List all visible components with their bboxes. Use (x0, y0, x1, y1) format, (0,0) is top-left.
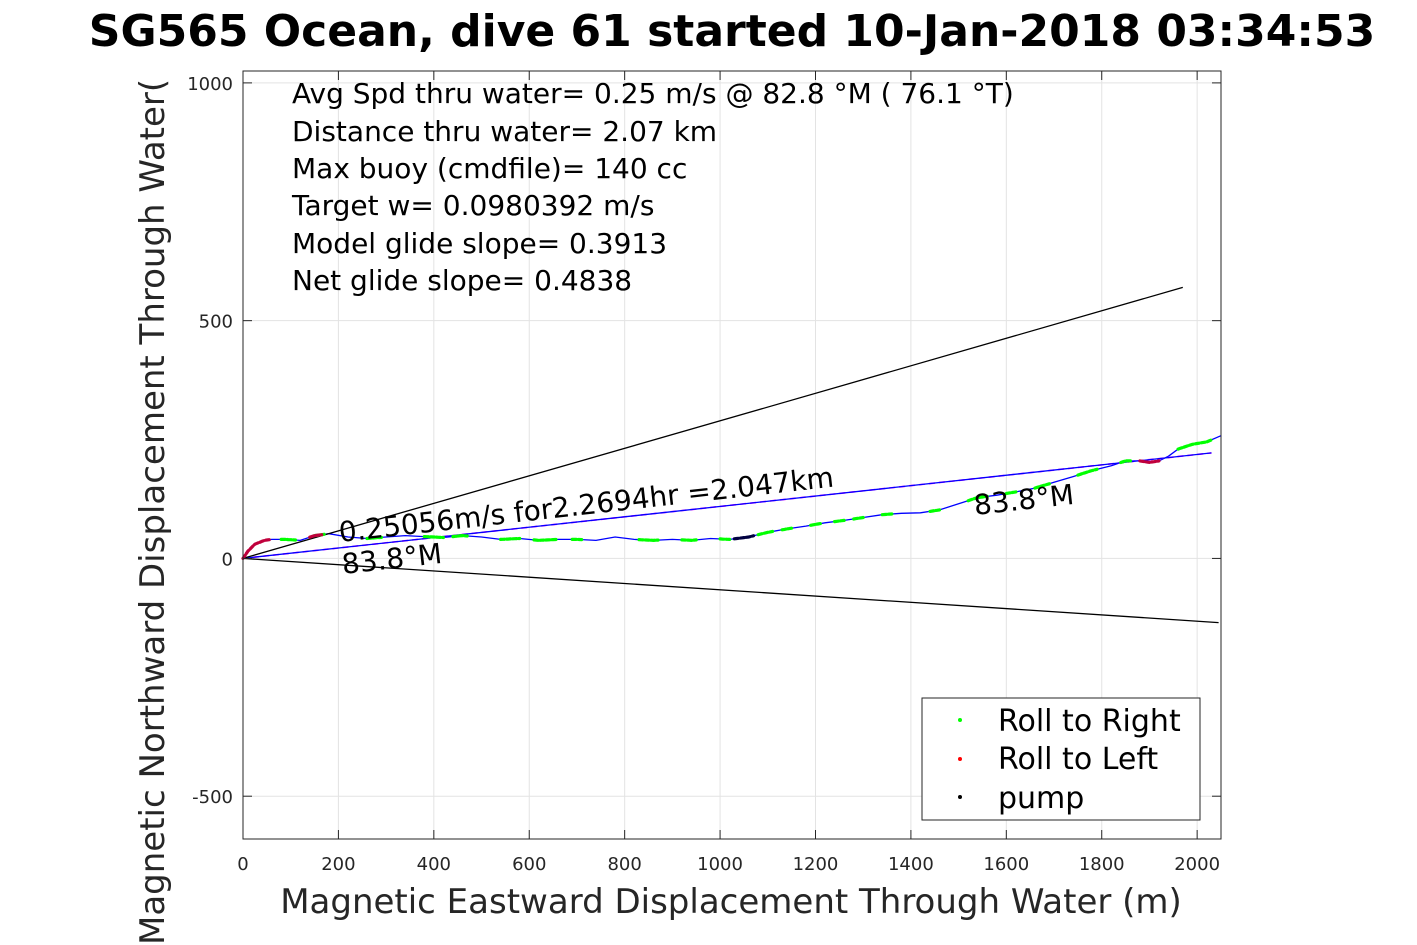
roll-right-marker (680, 538, 698, 543)
roll-right-marker (451, 533, 469, 539)
y-tick-label: 500 (199, 312, 233, 333)
series-line-3 (242, 286, 1183, 560)
roll-right-marker (966, 494, 989, 503)
roll-right-marker (532, 537, 560, 543)
x-tick-label: 1200 (793, 854, 839, 875)
annotation-distance: Distance thru water= 2.07 km (292, 115, 717, 148)
roll-right-marker (637, 538, 660, 543)
roll-right-marker (1176, 438, 1214, 451)
series-line-4 (242, 557, 1219, 624)
roll-right-marker (780, 526, 794, 532)
roll-left-marker (241, 538, 271, 560)
y-tick-label: -500 (192, 787, 233, 808)
ticks (242, 71, 1221, 839)
annotation-max-buoy: Max buoy (cmdfile)= 140 cc (292, 152, 687, 185)
roll-right-marker (809, 522, 822, 527)
annotation-model-glide-slope: Model glide slope= 0.3913 (292, 227, 667, 260)
roll-right-marker (718, 537, 732, 541)
chart-title: SG565 Ocean, dive 61 started 10-Jan-2018… (89, 6, 1375, 57)
roll-right-marker (880, 512, 894, 517)
roll-right-marker (833, 518, 846, 524)
legend-label-roll-left: Roll to Left (998, 742, 1158, 777)
x-tick-label: 1800 (1079, 854, 1125, 875)
y-axis-label: Magnetic Northward Displacement Through … (133, 79, 173, 945)
y-tick-label: 1000 (187, 74, 233, 95)
marker-layer (241, 438, 1214, 560)
x-tick-label: 1400 (888, 854, 934, 875)
legend-box (921, 697, 1201, 821)
x-tick-label: 2000 (1174, 854, 1220, 875)
annotation-avg-speed: Avg Spd thru water= 0.25 m/s @ 82.8 °M (… (292, 77, 1014, 110)
roll-right-marker (365, 535, 383, 541)
legend-label-roll-right: Roll to Right (998, 704, 1181, 739)
roll-right-marker (499, 536, 522, 541)
x-tick-label: 0 (237, 854, 248, 875)
roll-right-marker (279, 537, 298, 542)
roll-left-marker (1138, 459, 1161, 465)
x-tick-label: 200 (321, 854, 355, 875)
roll-right-marker (928, 508, 942, 513)
legend-marker-roll-right (958, 718, 962, 722)
x-tick-label: 400 (417, 854, 451, 875)
x-tick-label: 800 (607, 854, 641, 875)
pump-marker (732, 534, 756, 541)
x-tick-label: 1600 (983, 854, 1029, 875)
x-axis-label: Magnetic Eastward Displacement Through W… (280, 882, 1182, 922)
x-tick-label: 1000 (697, 854, 743, 875)
roll-right-marker (756, 529, 775, 537)
series-line-2 (242, 452, 1212, 560)
annotation-net-glide-slope: Net glide slope= 0.4838 (292, 264, 632, 297)
roll-left-marker (308, 533, 324, 539)
axes-box (242, 70, 1222, 840)
roll-right-marker (852, 515, 865, 521)
y-tick-label: 0 (222, 549, 233, 570)
annotation-target-w: Target w= 0.0980392 m/s (291, 189, 654, 222)
x-tick-labels: 0 200 400 600 800 1000 1200 1400 1600 1800 2000 (237, 854, 1220, 875)
roll-right-marker (1119, 459, 1132, 465)
legend-label-pump: pump (998, 781, 1084, 816)
y-tick-labels: -500 0 500 1000 (187, 74, 233, 808)
roll-right-marker (1033, 482, 1051, 490)
info-annotations: Avg Spd thru water= 0.25 m/s @ 82.8 °M (… (291, 77, 1014, 297)
roll-right-marker (1004, 490, 1018, 496)
roll-right-marker (422, 535, 445, 540)
legend: Roll to Right Roll to Left pump (921, 697, 1201, 821)
roll-right-marker (1076, 467, 1099, 477)
legend-marker-pump (958, 795, 962, 799)
x-tick-label: 600 (512, 854, 546, 875)
legend-marker-roll-left (958, 757, 962, 761)
